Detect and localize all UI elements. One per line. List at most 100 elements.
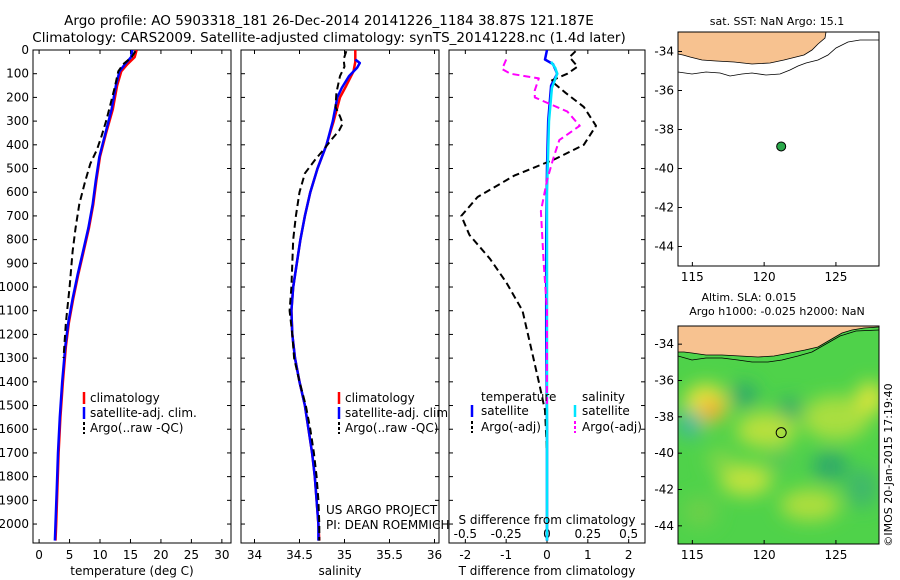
y-tick-label: 1600 [0,422,29,436]
sla-map-title-line1: Altim. SLA: 0.015 [701,291,796,304]
legend-label-salinity-satellite: satellite [582,404,630,418]
map-y-tick-label: -36 [654,84,674,98]
sla-anomaly-field [678,382,879,528]
salinity-panel: 34 34.5 35 35.5 36 climatology satellite-adj… [240,49,452,578]
y-tick-label: 900 [6,256,29,270]
sst-map-title: sat. SST: NaN Argo: 15.1 [710,15,844,28]
map-x-tick-label: 125 [824,270,847,284]
y-tick-label: 1300 [0,351,29,365]
difference-panel: -2 -1 0 1 2-0.5 -0.25 0 0.25 0.5 temperature sat… [448,49,646,578]
legend-label-satellite: satellite-adj. clim. [90,406,197,420]
legend-label-climatology: climatology [90,391,160,405]
x-tick-label: 34 [247,548,262,562]
map-y-tick-label: -38 [654,123,674,137]
temperature-axes-box [32,49,232,544]
sla-map-frame [677,325,880,545]
y-tick-label: 800 [6,233,29,247]
sla-map-title-line2: Argo h1000: -0.025 h2000: NaN [689,305,865,318]
x-tick-label: 20 [153,548,168,562]
y-tick-label: 1800 [0,470,29,484]
map-x-tick-label: 120 [753,270,776,284]
y-tick-label: 2000 [0,517,29,531]
salinity-xlabel: salinity [318,564,361,578]
figure-title-line1: Argo profile: AO 5903318_181 26-Dec-2014… [64,13,594,29]
map-y-tick-label: -36 [654,374,674,388]
argo-float-marker [775,427,787,439]
legend-title-temperature: temperature [481,390,556,404]
series-line [460,50,597,453]
sla-map-shelf-contour [678,329,879,363]
top-tick-label: -0.5 [454,527,477,541]
legend-label-salinity-argo: Argo(-adj) [582,420,642,434]
legend-label-argo: Argo(..raw -QC) [345,421,438,435]
map-y-tick-label: -42 [654,201,674,215]
imos-credit: ©IMOS 20-Jan-2015 17:19:40 [882,383,895,546]
legend-label-satellite: satellite-adj. clim. [345,406,452,420]
series-line [288,50,348,541]
project-annotation-line2: PI: DEAN ROEMMICH [326,518,449,532]
legend-label-temperature-satellite: satellite [481,404,529,418]
top-tick-label: 0.5 [619,527,638,541]
series-line [501,59,581,406]
legend-title-salinity: salinity [582,390,625,404]
x-tick-label: 10 [92,548,107,562]
difference-top-xlabel: S difference from climatology [459,513,636,527]
map-x-tick-label: 115 [681,548,704,562]
top-tick-label: 0.25 [574,527,601,541]
y-tick-label: 1700 [0,446,29,460]
x-tick-label: 34.5 [286,548,313,562]
sst-map-shelf-contour [678,39,879,77]
legend-label-argo: Argo(..raw -QC) [90,421,183,435]
map-y-tick-label: -44 [654,519,674,533]
y-tick-label: 600 [6,185,29,199]
figure-title-line2: Climatology: CARS2009. Satellite-adjuste… [32,30,625,46]
y-tick-label: 400 [6,138,29,152]
x-tick-label: 5 [66,548,74,562]
y-tick-label: 1100 [0,304,29,318]
x-tick-label: 36 [427,548,442,562]
top-tick-label: -0.25 [491,527,522,541]
temperature-panel: 0100200300400500600700800900100011001200… [0,43,232,578]
x-tick-label: 0 [543,548,551,562]
sst-map-panel: sat. SST: NaN Argo: 15.1 115 120 125 -34 -36… [654,15,880,284]
argo-float-marker [776,141,787,152]
temperature-xlabel: temperature (deg C) [70,564,193,578]
sst-map-frame [677,31,880,267]
project-annotation-line1: US ARGO PROJECT [326,503,438,517]
sst-map-land [678,32,827,65]
x-tick-label: 35.5 [376,548,403,562]
y-tick-label: 0 [21,43,29,57]
sla-map-panel: Altim. SLA: 0.015 Argo h1000: -0.025 h20… [654,291,880,562]
x-tick-label: -2 [459,548,471,562]
map-y-tick-label: -40 [654,446,674,460]
y-tick-label: 200 [6,90,29,104]
map-y-tick-label: -34 [654,337,674,351]
x-tick-label: 35 [337,548,352,562]
series-line [62,50,137,359]
x-tick-label: 25 [184,548,199,562]
legend-label-climatology: climatology [345,391,415,405]
x-tick-label: -1 [500,548,512,562]
difference-xlabel: T difference from climatology [458,564,636,578]
temperature-legend: climatology satellite-adj. clim. Argo(..… [82,391,197,435]
x-tick-label: 15 [123,548,138,562]
y-tick-label: 1400 [0,375,29,389]
legend-label-temperature-argo: Argo(-adj) [481,420,541,434]
x-tick-label: 0 [35,548,43,562]
x-tick-label: 1 [584,548,592,562]
y-tick-label: 100 [6,67,29,81]
y-tick-label: 1900 [0,493,29,507]
salinity-axes-box [240,49,440,544]
y-tick-label: 300 [6,114,29,128]
map-y-tick-label: -34 [654,45,674,59]
salinity-legend: climatology satellite-adj. clim. Argo(..… [337,391,452,435]
map-y-tick-label: -40 [654,162,674,176]
map-y-tick-label: -44 [654,240,674,254]
series-line [290,58,362,541]
y-tick-label: 1000 [0,280,29,294]
x-tick-label: 2 [625,548,633,562]
map-x-tick-label: 120 [753,548,776,562]
x-tick-label: 30 [214,548,229,562]
y-tick-label: 1200 [0,327,29,341]
